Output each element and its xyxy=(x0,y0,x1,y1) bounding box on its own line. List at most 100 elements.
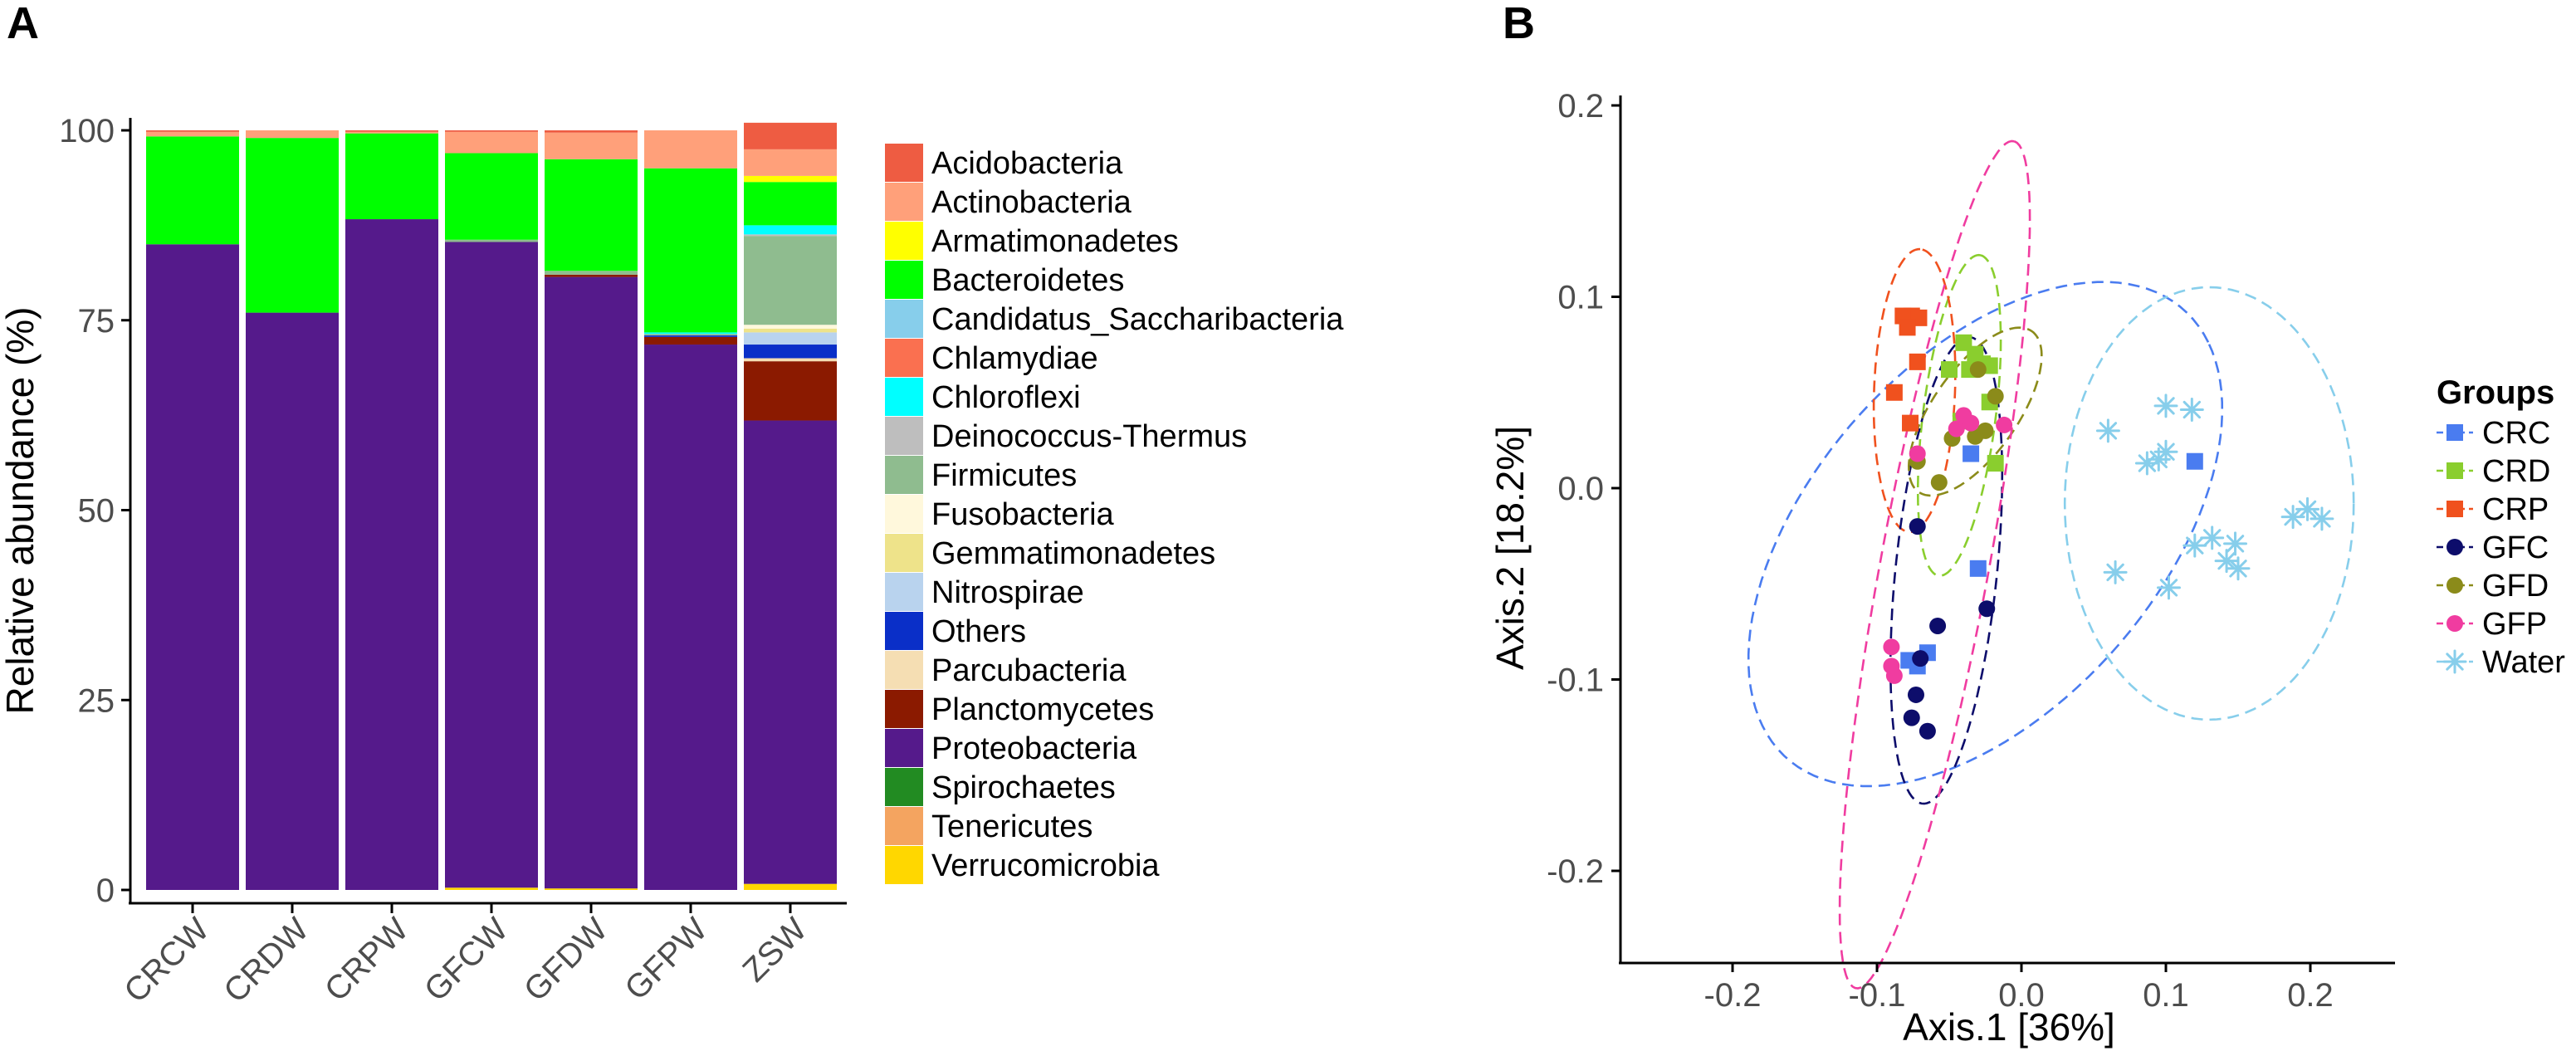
panel-a-label: A xyxy=(7,0,39,48)
y-axis-ticks: 0 25 50 75 100 xyxy=(59,113,130,909)
bar-segment-gfcw-acidobacteria xyxy=(445,130,538,132)
legend-label: Actinobacteria xyxy=(931,185,1132,220)
y-tick-label: 50 xyxy=(78,493,115,530)
point-water-9 xyxy=(2200,526,2225,550)
legend-marker xyxy=(2446,462,2463,479)
bar-segment-gfcw-actinobacteria xyxy=(445,131,538,154)
legend-item-planctomycetes: Planctomycetes xyxy=(885,690,1154,728)
bar-segment-zsw-bacteroidetes xyxy=(744,182,837,226)
x-axis-title-b: Axis.1 [36%] xyxy=(1903,1005,2115,1049)
bar-stack-crpw xyxy=(345,130,438,890)
bar-segment-gfdw-verrucomicrobia xyxy=(545,888,638,890)
bar-stack-zsw xyxy=(744,122,837,890)
y-tick-label: 100 xyxy=(59,113,115,149)
ellipse-gfc xyxy=(1889,335,2004,805)
legend-label: Deinococcus-Thermus xyxy=(931,419,1247,454)
bar-segment-crpw-proteobacteria xyxy=(345,219,438,890)
bar-segment-crcw-acidobacteria xyxy=(146,130,239,132)
y-axis-title: Relative abundance (%) xyxy=(0,307,42,715)
x-tick-label-gfcw: GFCW xyxy=(418,911,516,1009)
legend-item-crp: CRP xyxy=(2437,492,2549,527)
x-tick-label-b: 0.2 xyxy=(2287,977,2334,1014)
legend-item-water: Water xyxy=(2437,645,2565,680)
legend-swatch xyxy=(885,222,923,260)
x-tick-label-gfdw: GFDW xyxy=(517,911,615,1009)
point-gfd-4 xyxy=(1967,428,1984,445)
bar-segment-zsw-parcubacteria xyxy=(744,358,837,362)
legend-item-gfp: GFP xyxy=(2437,607,2547,642)
point-water-6 xyxy=(2103,560,2128,584)
phylum-legend: Acidobacteria Actinobacteria Armatimonadet… xyxy=(885,144,1344,884)
bar-segment-zsw-verrucomicrobia xyxy=(744,883,837,890)
bar-segment-crcw-bacteroidetes xyxy=(146,136,239,245)
bar-segment-gfpw-others xyxy=(644,335,737,337)
bar-segment-zsw-planctomycetes xyxy=(744,361,837,421)
legend-swatch xyxy=(885,300,923,338)
point-crc-0 xyxy=(1963,445,1980,462)
x-tick-label-gfpw: GFPW xyxy=(618,911,714,1007)
legend-marker xyxy=(2442,649,2467,674)
legend-item-parcubacteria: Parcubacteria xyxy=(885,651,1127,689)
bar-segment-gfcw-firmicutes xyxy=(445,239,538,242)
bar-segment-gfcw-bacteroidetes xyxy=(445,153,538,240)
scatter-points xyxy=(1883,307,2334,740)
bar-segment-gfcw-proteobacteria xyxy=(445,242,538,888)
bar-segment-zsw-chloroflexi xyxy=(744,225,837,235)
bar-segment-zsw-gemmatimonadetes xyxy=(744,328,837,333)
y-tick-label-b: -0.1 xyxy=(1547,662,1604,699)
legend-label: GFD xyxy=(2482,569,2549,604)
pcoa-scatter-plot: -0.2 -0.1 0.0 0.1 0.2 -0.2 -0.1 0.0 0.1 0.2 Axis… xyxy=(1488,88,2565,1049)
legend-label: Spirochaetes xyxy=(931,770,1116,805)
y-axis-title-b: Axis.2 [18.2%] xyxy=(1488,426,1532,670)
legend-label: CRC xyxy=(2482,416,2550,451)
ellipse-gfp xyxy=(1838,139,2031,990)
point-gfc-6 xyxy=(1919,722,1936,740)
legend-item-verrucomicrobia: Verrucomicrobia xyxy=(885,846,1160,884)
legend-label: Firmicutes xyxy=(931,458,1077,493)
legend-title: Groups xyxy=(2437,374,2554,411)
bar-stack-gfdw xyxy=(545,130,638,890)
legend-label: Chloroflexi xyxy=(931,380,1081,415)
ellipse-crd xyxy=(1916,253,2002,577)
point-crp-3 xyxy=(1899,319,1916,336)
y-tick-label-b: 0.0 xyxy=(1557,471,1604,507)
asterisk-stroke xyxy=(2186,536,2204,555)
legend-item-crc: CRC xyxy=(2437,416,2550,451)
point-crp-5 xyxy=(1885,384,1903,401)
legend-label: Fusobacteria xyxy=(931,497,1115,532)
legend-item-crd: CRD xyxy=(2437,454,2550,489)
bar-segment-crcw-proteobacteria xyxy=(146,244,239,890)
ellipse-gfd xyxy=(1907,326,2043,497)
asterisk-stroke xyxy=(2446,653,2464,671)
legend-item-tenericutes: Tenericutes xyxy=(885,807,1092,845)
bar-segment-zsw-firmicutes xyxy=(744,236,837,325)
bar-segment-gfdw-actinobacteria xyxy=(545,132,638,159)
bar-segment-zsw-acidobacteria xyxy=(744,122,837,149)
legend-label: GFC xyxy=(2482,530,2549,565)
legend-item-others: Others xyxy=(885,612,1026,650)
point-gfp-2 xyxy=(1963,414,1980,432)
bar-segment-gfpw-firmicutes xyxy=(644,334,737,336)
point-water-13 xyxy=(2280,505,2305,530)
point-crp-6 xyxy=(1902,414,1919,432)
legend-item-spirochaetes: Spirochaetes xyxy=(885,768,1116,806)
bar-stacks xyxy=(146,122,837,891)
legend-item-gemmatimonadetes: Gemmatimonadetes xyxy=(885,534,1215,572)
x-tick-label-zsw: ZSW xyxy=(736,911,814,989)
point-crc-2 xyxy=(2186,452,2203,470)
legend-label: Bacteroidetes xyxy=(931,263,1124,298)
legend-label: Parcubacteria xyxy=(931,653,1127,688)
bar-segment-zsw-armatimonadetes xyxy=(744,175,837,183)
bar-segment-zsw-actinobacteria xyxy=(744,149,837,176)
legend-label: GFP xyxy=(2482,607,2547,642)
asterisk-stroke xyxy=(2284,507,2302,526)
y-tick-label-b: 0.2 xyxy=(1557,88,1604,125)
legend-item-armatimonadetes: Armatimonadetes xyxy=(885,222,1179,260)
legend-swatch xyxy=(885,729,923,767)
point-crd-8 xyxy=(1987,455,2004,472)
legend-swatch xyxy=(885,807,923,845)
panel-b-label: B xyxy=(1503,0,1535,48)
legend-label: Chlamydiae xyxy=(931,341,1098,376)
y-tick-label: 25 xyxy=(78,682,115,719)
legend-marker xyxy=(2446,577,2463,594)
